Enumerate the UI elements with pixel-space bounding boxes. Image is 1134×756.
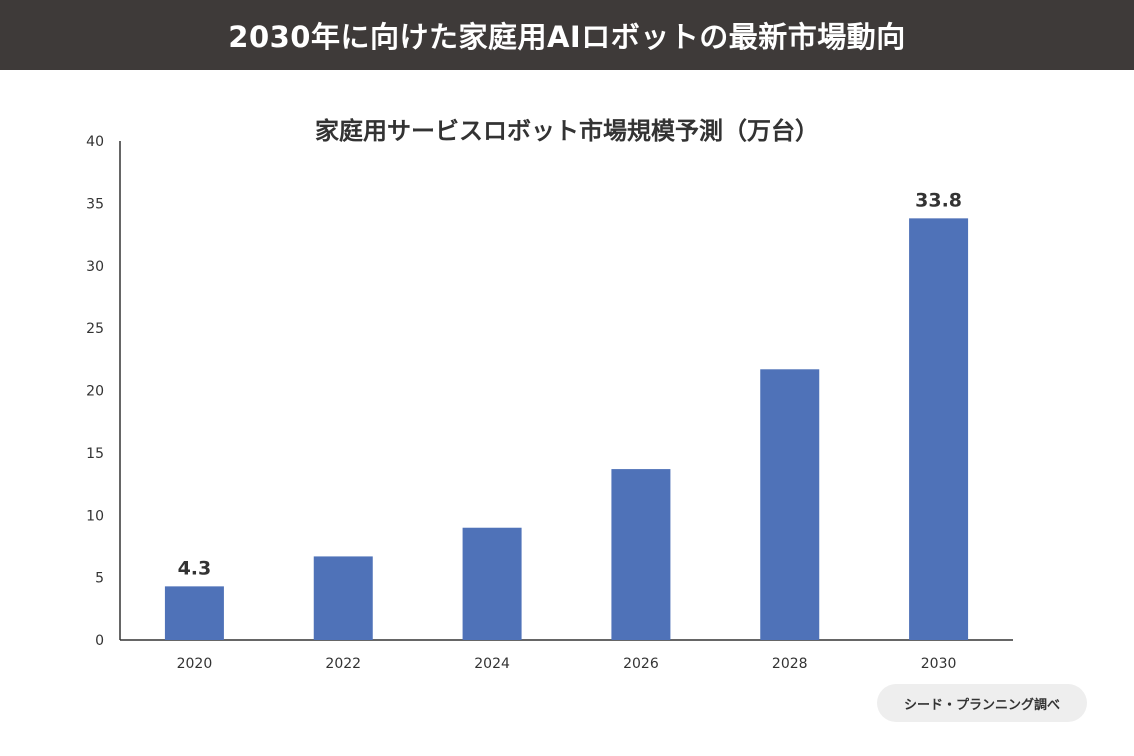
source-badge: シード・プランニング調べ <box>877 684 1087 722</box>
header-title: 2030年に向けた家庭用AIロボットの最新市場動向 <box>228 20 906 54</box>
chart-title: 家庭用サービスロボット市場規模予測（万台） <box>315 117 819 145</box>
data-label: 4.3 <box>178 557 212 579</box>
y-tick-label: 10 <box>86 508 104 524</box>
bar-2026 <box>611 469 671 640</box>
bar-2024 <box>462 527 522 640</box>
x-tick-label: 2028 <box>772 656 808 672</box>
y-tick-label: 20 <box>86 384 104 400</box>
y-tick-label: 0 <box>95 633 104 649</box>
x-tick-label: 2024 <box>474 656 510 672</box>
y-tick-label: 15 <box>86 446 104 462</box>
source-label: シード・プランニング調べ <box>903 697 1060 713</box>
header-banner: 2030年に向けた家庭用AIロボットの最新市場動向 <box>0 0 1134 70</box>
y-tick-label: 30 <box>86 259 104 275</box>
data-label: 33.8 <box>915 189 962 211</box>
y-tick-label: 5 <box>95 571 104 587</box>
y-tick-label: 35 <box>86 196 104 212</box>
x-tick-label: 2022 <box>325 656 361 672</box>
bar-2028 <box>760 369 820 640</box>
bar-2020 <box>164 586 224 640</box>
x-tick-label: 2030 <box>921 656 957 672</box>
x-tick-label: 2026 <box>623 656 659 672</box>
x-tick-label: 2020 <box>177 656 213 672</box>
bar-2022 <box>313 556 373 640</box>
y-tick-label: 40 <box>86 134 104 150</box>
y-tick-label: 25 <box>86 321 104 337</box>
bar-2030 <box>909 218 969 640</box>
